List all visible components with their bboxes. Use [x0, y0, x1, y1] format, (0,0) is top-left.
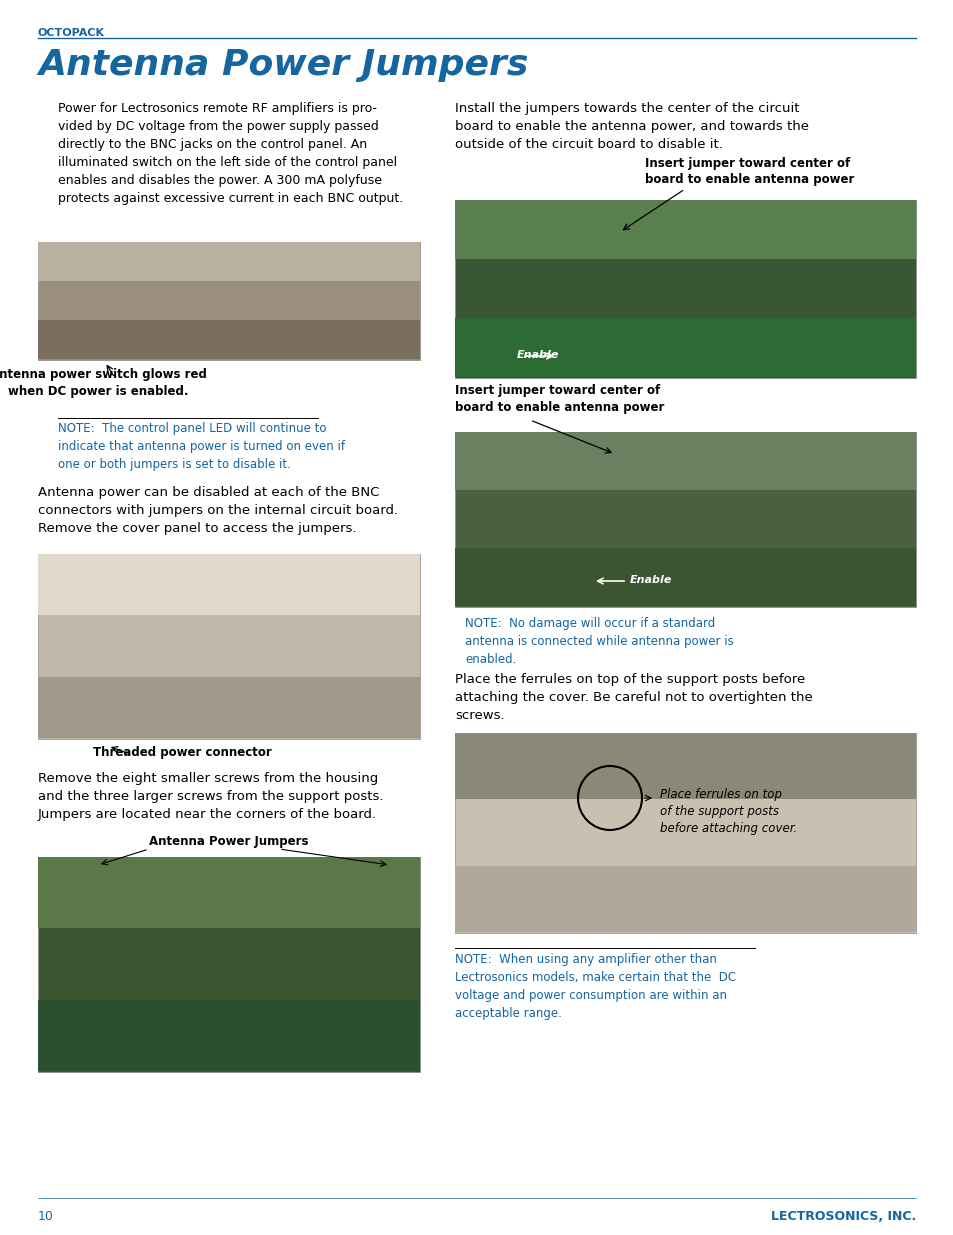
Bar — [455, 200, 915, 259]
Text: Place the ferrules on top of the support posts before
attaching the cover. Be ca: Place the ferrules on top of the support… — [455, 673, 812, 722]
Text: Place ferrules on top
of the support posts
before attaching cover.: Place ferrules on top of the support pos… — [659, 788, 797, 835]
Text: NOTE:  The control panel LED will continue to
indicate that antenna power is tur: NOTE: The control panel LED will continu… — [58, 422, 345, 471]
Bar — [455, 866, 915, 932]
Bar — [38, 555, 419, 739]
Text: Antenna power can be disabled at each of the BNC
connectors with jumpers on the : Antenna power can be disabled at each of… — [38, 487, 397, 535]
Text: OCTOPACK: OCTOPACK — [38, 28, 105, 38]
Text: Antenna Power Jumpers: Antenna Power Jumpers — [38, 48, 528, 82]
Text: Insert jumper toward center of
board to enable antenna power: Insert jumper toward center of board to … — [455, 384, 663, 414]
Bar — [455, 432, 915, 606]
Bar — [455, 548, 915, 606]
Bar — [38, 320, 419, 359]
Text: Insert jumper toward center of
board to enable antenna power: Insert jumper toward center of board to … — [644, 157, 854, 186]
Bar — [455, 432, 915, 490]
Bar — [38, 857, 419, 1072]
Bar — [38, 677, 419, 739]
Text: Install the jumpers towards the center of the circuit
board to enable the antenn: Install the jumpers towards the center o… — [455, 103, 808, 151]
Bar — [38, 242, 419, 359]
Bar — [455, 317, 915, 377]
Text: Enable: Enable — [629, 576, 672, 585]
Text: Remove the eight smaller screws from the housing
and the three larger screws fro: Remove the eight smaller screws from the… — [38, 772, 383, 821]
Text: Antenna power switch glows red
when DC power is enabled.: Antenna power switch glows red when DC p… — [0, 368, 206, 398]
Bar — [455, 200, 915, 378]
Bar — [38, 857, 419, 927]
Text: 10: 10 — [38, 1210, 53, 1223]
Bar — [455, 734, 915, 932]
Bar — [455, 734, 915, 799]
Bar — [38, 242, 419, 282]
Text: LECTROSONICS, INC.: LECTROSONICS, INC. — [770, 1210, 915, 1223]
Bar — [38, 555, 419, 615]
Bar — [38, 1000, 419, 1071]
Text: Antenna Power Jumpers: Antenna Power Jumpers — [149, 835, 309, 848]
Text: Power for Lectrosonics remote RF amplifiers is pro-
vided by DC voltage from the: Power for Lectrosonics remote RF amplifi… — [58, 103, 403, 205]
Text: NOTE:  No damage will occur if a standard
antenna is connected while antenna pow: NOTE: No damage will occur if a standard… — [464, 618, 733, 666]
Text: Enable: Enable — [517, 350, 558, 359]
Text: NOTE:  When using any amplifier other than
Lectrosonics models, make certain tha: NOTE: When using any amplifier other tha… — [455, 953, 736, 1020]
Text: Threaded power connector: Threaded power connector — [92, 746, 272, 760]
